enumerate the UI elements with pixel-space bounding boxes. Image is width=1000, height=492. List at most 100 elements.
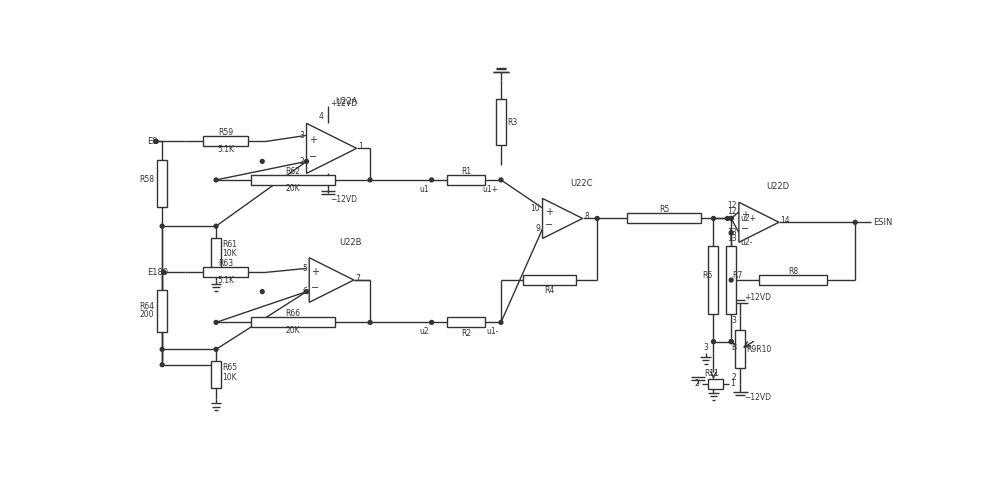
Circle shape bbox=[154, 140, 158, 143]
Circle shape bbox=[729, 339, 733, 343]
Text: 1: 1 bbox=[358, 142, 363, 151]
Bar bbox=[759, 275, 827, 285]
Text: 10K: 10K bbox=[222, 249, 237, 258]
Text: R65: R65 bbox=[222, 363, 237, 372]
Bar bbox=[157, 160, 167, 207]
Circle shape bbox=[499, 178, 503, 182]
Text: R7: R7 bbox=[733, 271, 743, 280]
Text: 1: 1 bbox=[730, 379, 735, 389]
Bar bbox=[211, 238, 221, 268]
Text: R8: R8 bbox=[788, 267, 798, 276]
Circle shape bbox=[712, 339, 715, 343]
Circle shape bbox=[729, 278, 733, 282]
Text: u2+: u2+ bbox=[740, 214, 756, 222]
Text: E0: E0 bbox=[147, 137, 157, 146]
Bar bbox=[203, 267, 248, 277]
Polygon shape bbox=[309, 258, 354, 303]
Circle shape bbox=[729, 216, 733, 220]
Text: −: − bbox=[311, 282, 319, 293]
Bar bbox=[203, 136, 248, 147]
Polygon shape bbox=[543, 198, 583, 239]
Text: u2-: u2- bbox=[740, 238, 753, 247]
Circle shape bbox=[160, 224, 164, 228]
Circle shape bbox=[305, 159, 308, 163]
Circle shape bbox=[160, 363, 164, 367]
Text: 20K: 20K bbox=[286, 326, 300, 336]
Text: 7: 7 bbox=[355, 274, 360, 282]
Text: −: − bbox=[309, 152, 317, 162]
Text: 13: 13 bbox=[727, 234, 737, 244]
Text: +: + bbox=[309, 135, 317, 145]
Circle shape bbox=[725, 216, 729, 220]
Text: −: − bbox=[545, 220, 553, 230]
Bar bbox=[735, 330, 745, 369]
Text: R59: R59 bbox=[218, 128, 233, 137]
Text: 2: 2 bbox=[732, 373, 737, 382]
Text: 12: 12 bbox=[727, 201, 737, 210]
Text: R64: R64 bbox=[139, 303, 154, 311]
Circle shape bbox=[729, 339, 733, 343]
Text: R3: R3 bbox=[507, 118, 517, 126]
Text: 3: 3 bbox=[732, 316, 737, 325]
Text: −12VD: −12VD bbox=[330, 195, 357, 204]
Circle shape bbox=[853, 220, 857, 224]
Circle shape bbox=[162, 271, 166, 274]
Bar bbox=[496, 99, 506, 146]
Text: −: − bbox=[741, 224, 749, 234]
Bar bbox=[211, 361, 221, 388]
Circle shape bbox=[712, 216, 715, 220]
Circle shape bbox=[305, 290, 308, 294]
Text: R5: R5 bbox=[659, 206, 669, 215]
Text: 5.1K: 5.1K bbox=[217, 146, 234, 154]
Bar bbox=[627, 214, 701, 223]
Text: R66: R66 bbox=[285, 309, 301, 318]
Text: 12: 12 bbox=[727, 207, 737, 216]
Text: 8: 8 bbox=[584, 213, 589, 221]
Text: ESIN: ESIN bbox=[873, 218, 892, 227]
Text: 200: 200 bbox=[140, 310, 154, 319]
Text: U22A: U22A bbox=[335, 97, 358, 106]
Circle shape bbox=[729, 216, 733, 220]
Bar bbox=[523, 275, 576, 285]
Text: +: + bbox=[741, 211, 749, 220]
Text: 4: 4 bbox=[318, 112, 323, 121]
Circle shape bbox=[214, 178, 218, 182]
Circle shape bbox=[368, 178, 372, 182]
Text: u2: u2 bbox=[420, 327, 429, 336]
Circle shape bbox=[430, 320, 434, 324]
Text: u1-: u1- bbox=[486, 327, 499, 336]
Bar bbox=[251, 175, 335, 185]
Circle shape bbox=[729, 231, 733, 235]
Text: U22C: U22C bbox=[570, 179, 593, 187]
Text: −12VD: −12VD bbox=[744, 393, 771, 402]
Circle shape bbox=[368, 320, 372, 324]
Text: +: + bbox=[311, 268, 319, 277]
Text: +12VD: +12VD bbox=[744, 293, 771, 302]
Circle shape bbox=[154, 140, 158, 143]
Text: U22B: U22B bbox=[339, 238, 362, 247]
Text: u1+: u1+ bbox=[483, 184, 499, 194]
Text: 3: 3 bbox=[299, 131, 304, 140]
Text: R1: R1 bbox=[461, 167, 471, 176]
Text: R61: R61 bbox=[222, 240, 237, 249]
Text: 10K: 10K bbox=[222, 372, 237, 382]
Text: R4: R4 bbox=[544, 285, 554, 295]
Text: B: B bbox=[731, 342, 737, 351]
Bar bbox=[157, 290, 167, 332]
Text: R11: R11 bbox=[704, 369, 719, 378]
Circle shape bbox=[260, 159, 264, 163]
Circle shape bbox=[162, 271, 166, 274]
Text: R9R10: R9R10 bbox=[747, 345, 772, 354]
Circle shape bbox=[499, 320, 503, 324]
Polygon shape bbox=[307, 123, 357, 173]
Text: 10: 10 bbox=[531, 204, 540, 213]
Circle shape bbox=[214, 224, 218, 228]
Circle shape bbox=[160, 347, 164, 351]
Text: 2: 2 bbox=[695, 379, 700, 389]
Text: 2: 2 bbox=[299, 157, 304, 166]
Circle shape bbox=[260, 290, 264, 294]
Bar bbox=[447, 317, 485, 327]
Text: R58: R58 bbox=[139, 176, 154, 184]
Text: 3: 3 bbox=[703, 343, 708, 352]
Text: 5.1K: 5.1K bbox=[217, 277, 234, 285]
